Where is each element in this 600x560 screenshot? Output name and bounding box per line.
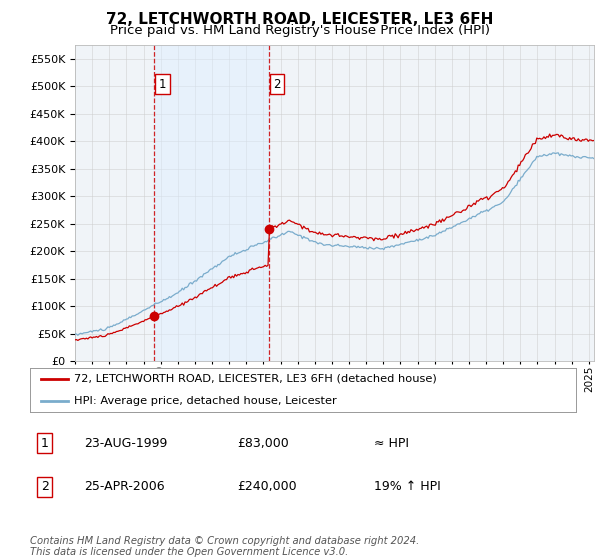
Text: 1: 1 [159, 78, 166, 91]
Text: 72, LETCHWORTH ROAD, LEICESTER, LE3 6FH (detached house): 72, LETCHWORTH ROAD, LEICESTER, LE3 6FH … [74, 374, 436, 384]
Text: £83,000: £83,000 [238, 437, 289, 450]
Text: ≈ HPI: ≈ HPI [374, 437, 409, 450]
Text: Price paid vs. HM Land Registry's House Price Index (HPI): Price paid vs. HM Land Registry's House … [110, 24, 490, 37]
Text: HPI: Average price, detached house, Leicester: HPI: Average price, detached house, Leic… [74, 396, 337, 405]
Text: 23-AUG-1999: 23-AUG-1999 [85, 437, 168, 450]
Text: 19% ↑ HPI: 19% ↑ HPI [374, 480, 441, 493]
Text: 1: 1 [41, 437, 49, 450]
Text: 2: 2 [273, 78, 281, 91]
Text: 2: 2 [41, 480, 49, 493]
Text: 72, LETCHWORTH ROAD, LEICESTER, LE3 6FH: 72, LETCHWORTH ROAD, LEICESTER, LE3 6FH [106, 12, 494, 27]
Text: Contains HM Land Registry data © Crown copyright and database right 2024.
This d: Contains HM Land Registry data © Crown c… [30, 535, 419, 557]
Text: £240,000: £240,000 [238, 480, 297, 493]
Text: 25-APR-2006: 25-APR-2006 [85, 480, 165, 493]
